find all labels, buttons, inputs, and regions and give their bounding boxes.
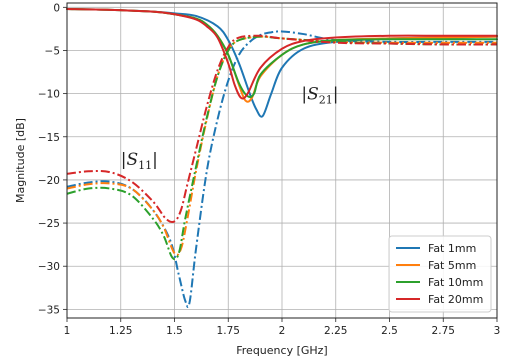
legend-label-3: Fat 10mm	[428, 276, 483, 289]
x-tick-label: 3	[494, 325, 501, 337]
legend-label-2: Fat 5mm	[428, 259, 476, 272]
legend-box	[388, 235, 492, 313]
legend-label-1: Fat 1mm	[428, 242, 476, 255]
x-tick-label: 1.5	[166, 325, 183, 337]
x-tick-label: 1.75	[217, 325, 240, 337]
legend-label-4: Fat 20mm	[428, 293, 483, 306]
x-tick-label: 2.75	[432, 325, 455, 337]
y-axis-ticks: 0 −5 −10 −15 −20 −25 −30 −35	[38, 2, 67, 316]
x-axis-label: Frequency [GHz]	[236, 344, 327, 357]
curve-annotations: |S21| |S11|	[121, 85, 339, 173]
y-tick-label: −25	[38, 218, 60, 230]
y-axis-label: Magnitude [dB]	[14, 118, 27, 203]
x-tick-label: 2	[279, 325, 286, 337]
y-tick-label: −20	[38, 175, 60, 187]
x-tick-label: 2.5	[381, 325, 398, 337]
y-tick-label: −15	[38, 132, 60, 144]
y-tick-label: −35	[38, 304, 60, 316]
annotation-label-1: |S21|	[301, 85, 338, 107]
s11-line-series-4	[66, 34, 498, 224]
y-tick-label: −30	[38, 261, 60, 273]
s11-line-series-3	[66, 35, 498, 261]
x-tick-label: 1.25	[109, 325, 132, 337]
x-tick-label: 2.25	[324, 325, 347, 337]
x-axis-ticks: 1 1.25 1.5 1.75 2 2.25 2.5 2.75 3	[64, 318, 501, 337]
x-tick-label: 1	[64, 325, 71, 337]
y-tick-label: −5	[45, 45, 60, 57]
s21-line-series-4	[66, 8, 498, 100]
y-tick-label: −10	[38, 89, 60, 101]
annotation-label-2: |S11|	[121, 150, 158, 172]
legend: Fat 1mm Fat 5mm Fat 10mm Fat 20mm	[388, 235, 492, 313]
series-lines	[66, 8, 498, 308]
y-tick-label: 0	[53, 2, 60, 14]
